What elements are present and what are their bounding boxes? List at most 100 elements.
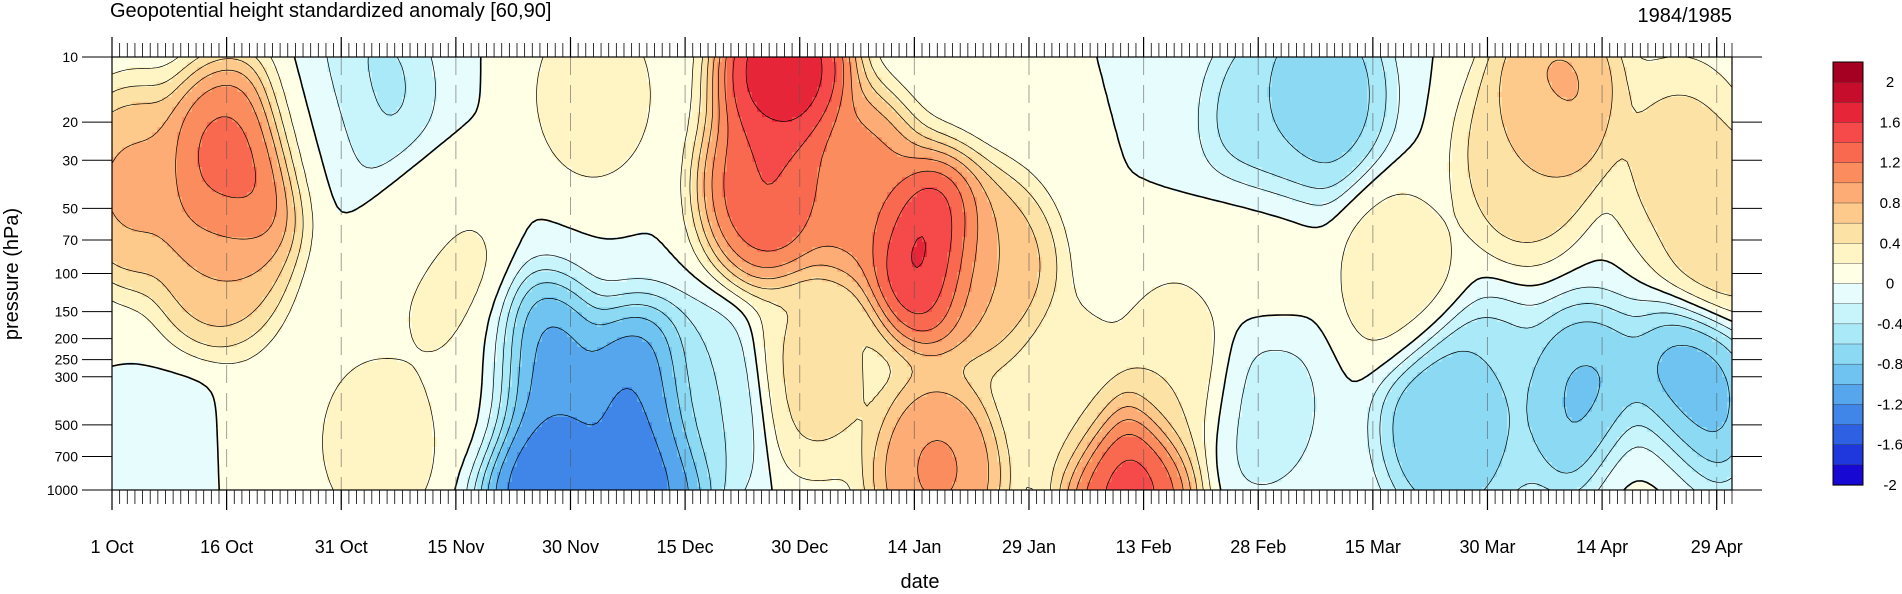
field-cell [1542,72,1548,78]
field-cell [402,87,408,93]
field-cell [417,62,423,68]
field-cell [1332,102,1338,108]
field-cell [997,97,1003,103]
field-cell [507,112,513,118]
field-cell [382,62,388,68]
field-cell [1552,112,1558,118]
field-cell [1137,97,1143,103]
field-cell [1622,127,1628,133]
field-cell [1092,112,1098,118]
field-cell [597,102,603,108]
field-cell [1282,117,1288,123]
field-cell [1312,87,1318,93]
field-cell [827,72,833,78]
field-cell [1612,117,1618,123]
field-cell [1322,77,1328,83]
field-cell [1172,102,1178,108]
field-cell [632,77,638,83]
field-cell [1317,77,1323,83]
field-cell [1347,72,1353,78]
field-cell [267,112,273,118]
field-cell [1587,117,1593,123]
field-cell [1302,122,1308,128]
field-cell [797,107,803,113]
field-cell [472,82,478,88]
field-cell [1232,122,1238,128]
field-cell [1027,87,1033,93]
field-cell [1542,57,1548,63]
field-cell [1137,87,1143,93]
field-cell [467,92,473,98]
field-cell [1172,122,1178,128]
field-cell [1117,122,1123,128]
field-cell [582,67,588,73]
field-cell [377,132,383,138]
field-cell [197,107,203,113]
field-cell [432,112,438,118]
field-cell [352,127,358,133]
field-cell [507,132,513,138]
field-cell [877,67,883,73]
field-cell [272,107,278,113]
field-cell [182,72,188,78]
field-cell [1307,82,1313,88]
field-cell [752,107,758,113]
field-cell [132,67,138,73]
field-cell [117,132,123,138]
field-cell [1702,107,1708,113]
field-cell [597,82,603,88]
field-cell [617,102,623,108]
field-cell [472,72,478,78]
field-cell [332,57,338,63]
field-cell [1437,102,1443,108]
field-cell [387,87,393,93]
field-cell [1377,92,1383,98]
field-cell [1632,77,1638,83]
field-cell [1447,72,1453,78]
field-cell [572,107,578,113]
field-cell [282,117,288,123]
field-cell [1122,77,1128,83]
field-cell [362,102,368,108]
field-cell [1222,87,1228,93]
field-cell [1687,107,1693,113]
field-cell [1267,117,1273,123]
field-cell [412,82,418,88]
field-cell [1662,62,1668,68]
field-cell [937,67,943,73]
field-cell [757,132,763,138]
field-cell [1282,122,1288,128]
field-cell [837,87,843,93]
field-cell [927,102,933,108]
field-cell [597,117,603,123]
field-cell [322,122,328,128]
field-cell [127,117,133,123]
field-cell [637,132,643,138]
field-cell [322,62,328,68]
field-cell [927,97,933,103]
field-cell [1307,72,1313,78]
field-cell [772,87,778,93]
field-cell [1547,112,1553,118]
field-cell [497,87,503,93]
field-cell [932,122,938,128]
field-cell [1282,62,1288,68]
field-cell [487,72,493,78]
field-cell [1557,82,1563,88]
field-cell [907,122,913,128]
field-cell [867,97,873,103]
field-cell [397,87,403,93]
field-cell [137,97,143,103]
field-cell [1572,112,1578,118]
field-cell [947,62,953,68]
field-cell [212,62,218,68]
field-cell [1352,77,1358,83]
field-cell [1387,112,1393,118]
field-cell [447,102,453,108]
field-cell [597,67,603,73]
field-cell [1297,97,1303,103]
field-cell [1312,102,1318,108]
field-cell [247,107,253,113]
field-cell [677,107,683,113]
field-cell [887,127,893,133]
